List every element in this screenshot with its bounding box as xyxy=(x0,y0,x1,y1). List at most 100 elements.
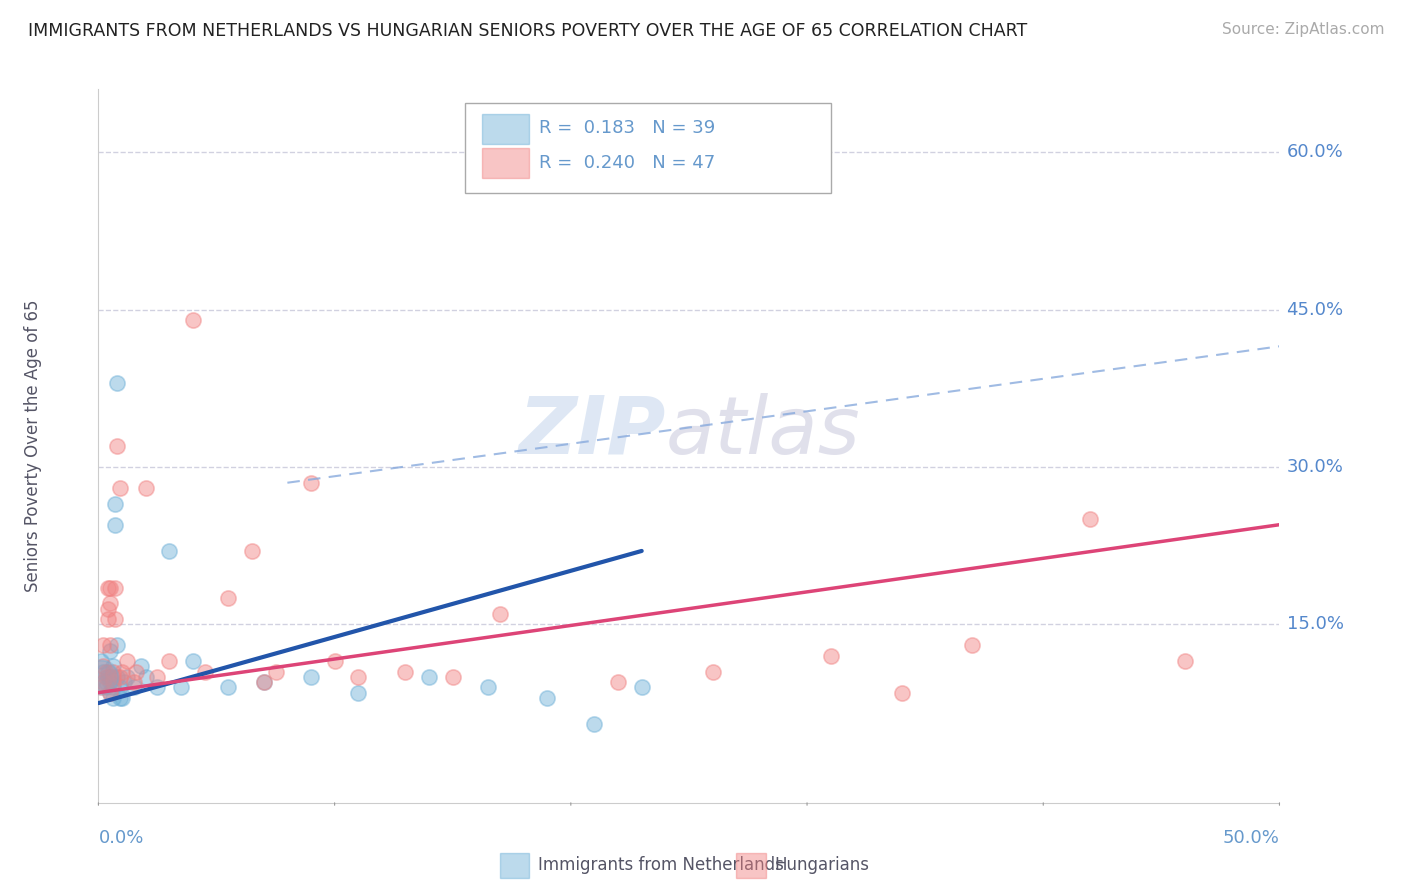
Point xyxy=(135,481,157,495)
Point xyxy=(98,670,121,684)
Point xyxy=(702,665,724,679)
Point xyxy=(217,591,239,606)
Point xyxy=(91,639,114,653)
FancyBboxPatch shape xyxy=(464,103,831,193)
Point xyxy=(890,685,912,699)
Point xyxy=(217,681,239,695)
Point xyxy=(105,439,128,453)
Text: 0.0%: 0.0% xyxy=(98,829,143,847)
Text: R =  0.183   N = 39: R = 0.183 N = 39 xyxy=(538,120,716,137)
Point xyxy=(94,681,117,695)
Text: 15.0%: 15.0% xyxy=(1286,615,1344,633)
Point xyxy=(108,670,131,684)
Text: 45.0%: 45.0% xyxy=(1286,301,1344,318)
Point xyxy=(90,670,112,684)
Point xyxy=(98,643,121,657)
Point xyxy=(489,607,512,621)
Point xyxy=(94,675,117,690)
Point xyxy=(101,675,124,690)
Point xyxy=(299,475,322,490)
Point xyxy=(170,681,193,695)
Point xyxy=(146,670,169,684)
Point xyxy=(108,681,131,695)
Point xyxy=(105,670,128,684)
Point xyxy=(101,659,124,673)
Text: 50.0%: 50.0% xyxy=(1223,829,1279,847)
Text: atlas: atlas xyxy=(665,392,860,471)
Point xyxy=(1174,654,1197,668)
Point xyxy=(112,675,135,690)
Point xyxy=(101,681,124,695)
Point xyxy=(394,665,416,679)
Point xyxy=(299,670,322,684)
Point xyxy=(101,690,124,705)
Point xyxy=(194,665,217,679)
Point xyxy=(108,690,131,705)
Point xyxy=(477,681,499,695)
Point xyxy=(820,648,842,663)
Point xyxy=(97,670,120,684)
Text: Hungarians: Hungarians xyxy=(773,856,869,874)
Point xyxy=(536,690,558,705)
FancyBboxPatch shape xyxy=(482,148,530,178)
Point xyxy=(98,675,121,690)
Point xyxy=(108,481,131,495)
Point xyxy=(122,675,145,690)
Point xyxy=(104,497,127,511)
Point xyxy=(240,544,263,558)
Point xyxy=(607,675,630,690)
Text: Source: ZipAtlas.com: Source: ZipAtlas.com xyxy=(1222,22,1385,37)
Point xyxy=(98,596,121,610)
Text: ZIP: ZIP xyxy=(517,392,665,471)
Point xyxy=(441,670,464,684)
Point xyxy=(94,670,117,684)
FancyBboxPatch shape xyxy=(501,853,530,878)
Point xyxy=(104,612,127,626)
Point xyxy=(122,681,145,695)
Point xyxy=(97,601,120,615)
Point xyxy=(97,612,120,626)
Point xyxy=(125,665,148,679)
Point xyxy=(181,313,204,327)
Point xyxy=(630,681,652,695)
Point xyxy=(115,654,138,668)
Point xyxy=(962,639,984,653)
Point xyxy=(115,670,138,684)
FancyBboxPatch shape xyxy=(482,114,530,145)
Point xyxy=(111,665,134,679)
Point xyxy=(347,685,370,699)
Point xyxy=(97,581,120,595)
Point xyxy=(157,654,180,668)
Point xyxy=(97,665,120,679)
Point xyxy=(91,675,114,690)
Point xyxy=(98,685,121,699)
Point xyxy=(111,690,134,705)
Text: R =  0.240   N = 47: R = 0.240 N = 47 xyxy=(538,153,716,171)
Point xyxy=(157,544,180,558)
Text: IMMIGRANTS FROM NETHERLANDS VS HUNGARIAN SENIORS POVERTY OVER THE AGE OF 65 CORR: IMMIGRANTS FROM NETHERLANDS VS HUNGARIAN… xyxy=(28,22,1028,40)
Point xyxy=(104,517,127,532)
Point xyxy=(98,639,121,653)
Text: Immigrants from Netherlands: Immigrants from Netherlands xyxy=(537,856,783,874)
Point xyxy=(91,659,114,673)
Point xyxy=(347,670,370,684)
FancyBboxPatch shape xyxy=(737,853,766,878)
Point xyxy=(104,581,127,595)
Point xyxy=(101,665,124,679)
Point xyxy=(181,654,204,668)
Point xyxy=(90,654,112,668)
Point xyxy=(1080,512,1102,526)
Point xyxy=(253,675,276,690)
Text: 60.0%: 60.0% xyxy=(1286,143,1343,161)
Point xyxy=(105,639,128,653)
Point xyxy=(91,665,114,679)
Point xyxy=(101,670,124,684)
Point xyxy=(94,665,117,679)
Point xyxy=(98,685,121,699)
Text: Seniors Poverty Over the Age of 65: Seniors Poverty Over the Age of 65 xyxy=(24,300,42,592)
Point xyxy=(90,681,112,695)
Text: 30.0%: 30.0% xyxy=(1286,458,1343,476)
Point xyxy=(135,670,157,684)
Point xyxy=(583,717,606,731)
Point xyxy=(264,665,287,679)
